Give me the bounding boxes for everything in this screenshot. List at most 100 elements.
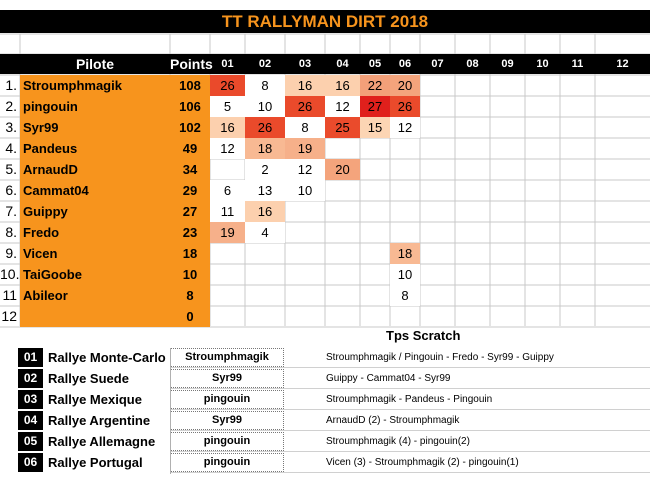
score-cell <box>390 159 420 180</box>
row-divider <box>170 451 650 452</box>
score-cell <box>325 201 360 222</box>
score-cell: 26 <box>390 96 420 117</box>
score-cell: 22 <box>360 75 390 96</box>
rally-name: Rallye Mexique <box>48 392 142 407</box>
rally-winner: pingouin <box>170 453 284 472</box>
score-cell: 19 <box>285 138 325 159</box>
score-cell <box>285 264 325 285</box>
pilot-name: ArnaudD <box>20 159 170 180</box>
score-cell <box>360 138 390 159</box>
row-divider <box>170 409 650 410</box>
scratch-title: Tps Scratch <box>386 328 461 343</box>
pilot-name: Syr99 <box>20 117 170 138</box>
score-cell <box>285 285 325 306</box>
rally-name: Rallye Portugal <box>48 455 143 470</box>
rank-cell: 1. <box>5 77 17 93</box>
score-cell: 15 <box>360 117 390 138</box>
header-round-1: 01 <box>221 58 234 70</box>
score-cell <box>360 243 390 264</box>
score-cell: 18 <box>245 138 285 159</box>
pilot-name: Cammat04 <box>20 180 170 201</box>
score-cell: 10 <box>390 264 420 285</box>
score-cell: 6 <box>210 180 245 201</box>
score-cell: 12 <box>210 138 245 159</box>
rank-cell: 5. <box>5 161 17 177</box>
score-cell: 8 <box>245 75 285 96</box>
score-cell: 10 <box>285 180 325 201</box>
score-cell: 12 <box>390 117 420 138</box>
header-round-4: 04 <box>336 58 349 70</box>
pilot-name <box>20 306 170 327</box>
points-cell: 18 <box>170 243 210 264</box>
score-cell <box>325 243 360 264</box>
rally-winner: Syr99 <box>170 411 284 430</box>
score-cell <box>360 159 390 180</box>
score-cell <box>245 243 285 264</box>
score-cell: 20 <box>390 75 420 96</box>
points-cell: 0 <box>170 306 210 327</box>
header-round-7: 07 <box>431 58 444 70</box>
score-cell: 10 <box>245 96 285 117</box>
rank-cell: 4. <box>5 140 17 156</box>
score-cell: 18 <box>390 243 420 264</box>
score-cell <box>325 285 360 306</box>
header-round-5: 05 <box>368 58 382 70</box>
score-cell: 2 <box>245 159 285 180</box>
header-round-8: 08 <box>466 58 479 70</box>
header-round-9: 09 <box>501 58 514 70</box>
rank-cell: 7. <box>5 203 17 219</box>
score-cell: 12 <box>325 96 360 117</box>
rally-winner: Syr99 <box>170 369 284 388</box>
pilot-name: Vicen <box>20 243 170 264</box>
score-cell <box>285 222 325 243</box>
points-cell: 34 <box>170 159 210 180</box>
rank-cell: 9. <box>5 245 17 261</box>
score-cell <box>360 264 390 285</box>
score-cell: 8 <box>285 117 325 138</box>
rally-divider <box>170 348 171 474</box>
row-divider <box>170 367 650 368</box>
rally-code: 06 <box>18 453 43 472</box>
score-cell: 12 <box>285 159 325 180</box>
rally-code: 01 <box>18 348 43 367</box>
rally-scratch: ArnaudD (2) - Stroumphmagik <box>326 415 460 426</box>
points-cell: 102 <box>170 117 210 138</box>
header-round-2: 02 <box>258 58 272 70</box>
rally-scratch: Guippy - Cammat04 - Syr99 <box>326 373 451 384</box>
rally-scratch: Vicen (3) - Stroumphmagik (2) - pingouin… <box>326 457 519 468</box>
points-cell: 108 <box>170 75 210 96</box>
pilot-name: Guippy <box>20 201 170 222</box>
score-cell: 8 <box>390 285 420 306</box>
score-cell <box>390 180 420 201</box>
score-cell <box>360 201 390 222</box>
points-cell: 8 <box>170 285 210 306</box>
score-cell <box>325 138 360 159</box>
score-cell <box>360 285 390 306</box>
page-title: TT RALLYMAN DIRT 2018 <box>0 10 650 33</box>
points-cell: 49 <box>170 138 210 159</box>
header-round-11: 11 <box>571 58 584 70</box>
rally-code: 02 <box>18 369 43 388</box>
score-cell <box>325 264 360 285</box>
score-cell: 4 <box>245 222 285 243</box>
pilot-name: Pandeus <box>20 138 170 159</box>
score-cell <box>325 306 360 327</box>
score-cell <box>210 285 245 306</box>
score-cell: 26 <box>285 96 325 117</box>
pilot-name: TaiGoobe <box>20 264 170 285</box>
row-divider <box>170 430 650 431</box>
pilot-name: Abileor <box>20 285 170 306</box>
score-cell: 26 <box>210 75 245 96</box>
rally-name: Rallye Suede <box>48 371 129 386</box>
rally-winner: pingouin <box>170 390 284 409</box>
score-cell <box>245 264 285 285</box>
rally-name: Rallye Argentine <box>48 413 151 428</box>
rally-code: 03 <box>18 390 43 409</box>
row-divider <box>170 388 650 389</box>
rally-scratch: Stroumphmagik / Pingouin - Fredo - Syr99… <box>326 352 554 363</box>
header-points: Points <box>170 56 213 72</box>
pilot-name: pingouin <box>20 96 170 117</box>
score-cell: 26 <box>245 117 285 138</box>
header-round-10: 10 <box>536 58 549 70</box>
header-pilote: Pilote <box>75 56 115 72</box>
